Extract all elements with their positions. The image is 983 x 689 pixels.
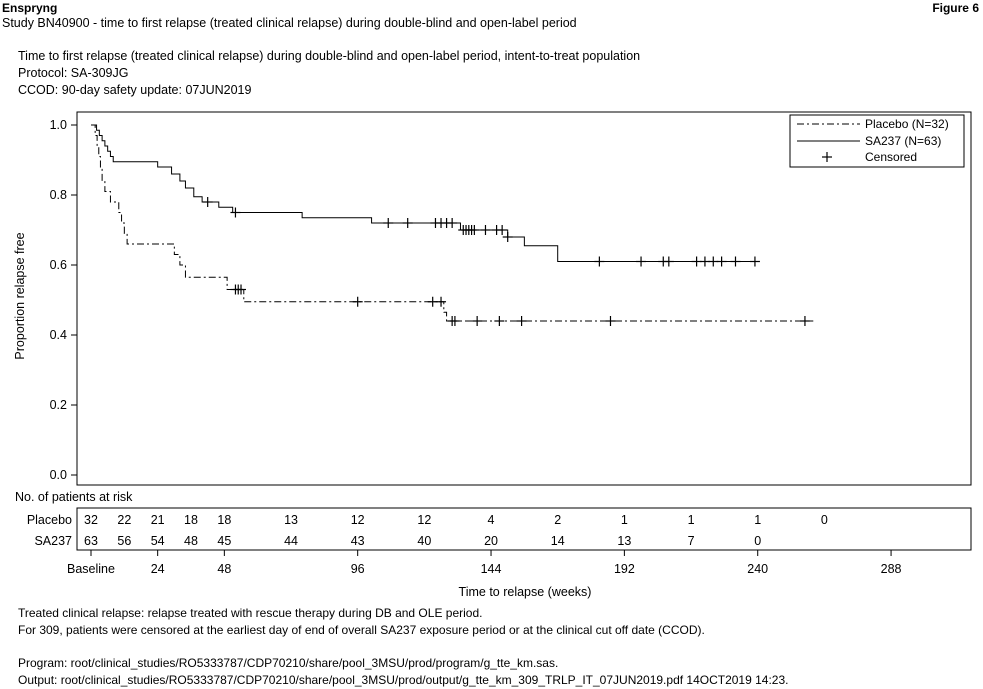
plot-frame — [76, 111, 972, 486]
censor-mark — [236, 284, 247, 295]
risk-count: 18 — [217, 513, 231, 527]
legend-placebo-label: Placebo (N=32) — [865, 117, 949, 131]
risk-count: 54 — [151, 534, 165, 548]
censor-mark — [605, 316, 616, 326]
output-path: Output: root/clinical_studies/RO5333787/… — [18, 673, 789, 687]
risk-count: 1 — [688, 513, 695, 527]
x-tick-label: 96 — [351, 562, 365, 576]
x-tick-label: 288 — [881, 562, 902, 576]
y-tick-label: 0.2 — [50, 398, 67, 412]
y-tick-label: 0.4 — [50, 328, 67, 342]
risk-count: 0 — [754, 534, 761, 548]
risk-count: 48 — [184, 534, 198, 548]
censor-mark — [427, 296, 438, 307]
legend: Placebo (N=32) SA237 (N=63) Censored — [789, 114, 965, 168]
figure-label: Figure 6 — [932, 1, 979, 15]
risk-row-label: SA237 — [34, 534, 72, 548]
x-tick-label: 144 — [481, 562, 502, 576]
censor-mark — [699, 256, 710, 267]
censor-mark — [230, 207, 241, 218]
censor-mark — [691, 256, 702, 267]
risk-table-frame — [76, 507, 972, 551]
product-name: Enspryng — [2, 1, 58, 15]
censor-mark — [469, 225, 480, 235]
censor-mark — [663, 256, 674, 267]
x-axis: Baseline 24 48 96 144 192 240 288 — [67, 550, 902, 576]
censor-layer — [202, 197, 810, 326]
y-tick-label: 0.8 — [50, 188, 67, 202]
censor-mark — [449, 316, 460, 326]
risk-count: 56 — [117, 534, 131, 548]
risk-count: 13 — [284, 513, 298, 527]
censor-mark — [636, 256, 647, 267]
censor-mark — [497, 225, 508, 235]
censor-mark — [480, 225, 491, 235]
y-axis-label: Proportion relapse free — [13, 232, 27, 359]
censor-mark — [502, 232, 513, 242]
series-layer — [91, 124, 814, 322]
risk-count: 21 — [151, 513, 165, 527]
y-tick-label: 0.0 — [50, 468, 67, 482]
censor-mark — [402, 218, 413, 228]
risk-count: 2 — [554, 513, 561, 527]
censor-mark — [352, 296, 363, 307]
risk-count: 4 — [488, 513, 495, 527]
x-tick-label: 240 — [747, 562, 768, 576]
risk-count: 63 — [84, 534, 98, 548]
y-tick-label: 1.0 — [50, 118, 67, 132]
legend-censored-label: Censored — [865, 150, 917, 164]
risk-count: 22 — [117, 513, 131, 527]
x-tick-label: 24 — [151, 562, 165, 576]
risk-count: 12 — [417, 513, 431, 527]
risk-count: 44 — [284, 534, 298, 548]
censor-mark — [716, 256, 727, 267]
risk-count: 0 — [821, 513, 828, 527]
risk-count: 1 — [621, 513, 628, 527]
subtitle-line-1: Time to first relapse (treated clinical … — [18, 49, 641, 63]
km-chart: 0.00.20.40.60.81.0 Baseline 24 48 96 144 192 2… — [13, 111, 972, 599]
y-tick-label: 0.6 — [50, 258, 67, 272]
censor-mark — [749, 256, 760, 267]
risk-count: 32 — [84, 513, 98, 527]
program-path: Program: root/clinical_studies/RO5333787… — [18, 656, 559, 670]
risk-count: 40 — [417, 534, 431, 548]
x-tick-label: 48 — [217, 562, 231, 576]
risk-count: 12 — [351, 513, 365, 527]
risk-count: 45 — [217, 534, 231, 548]
risk-count: 7 — [688, 534, 695, 548]
legend-sa237-label: SA237 (N=63) — [865, 134, 941, 148]
subtitle-protocol: Protocol: SA-309JG — [18, 66, 129, 80]
subtitle-ccod: CCOD: 90-day safety update: 07JUN2019 — [18, 83, 252, 97]
censor-mark — [202, 197, 213, 207]
risk-row-label: Placebo — [27, 513, 72, 527]
censor-mark — [436, 296, 447, 307]
study-line: Study BN40900 - time to first relapse (t… — [2, 16, 577, 30]
footnote-2: For 309, patients were censored at the e… — [18, 623, 705, 637]
series-line-sa237 — [91, 124, 758, 262]
censor-mark — [516, 316, 527, 326]
x-tick-label: Baseline — [67, 562, 115, 576]
censor-mark — [494, 316, 505, 326]
y-axis: 0.0 0.2 0.4 0.6 0.8 1.0 — [50, 118, 77, 482]
censor-mark — [594, 256, 605, 267]
risk-count: 18 — [184, 513, 198, 527]
censor-mark — [383, 218, 394, 228]
risk-count: 14 — [551, 534, 565, 548]
legend-censored-marker — [822, 152, 832, 162]
censor-mark — [472, 316, 483, 326]
risk-table-title: No. of patients at risk — [15, 490, 133, 504]
risk-count: 13 — [617, 534, 631, 548]
risk-count: 20 — [484, 534, 498, 548]
censor-mark — [708, 256, 719, 267]
censor-mark — [447, 218, 458, 228]
censor-mark — [799, 316, 810, 326]
footnote-1: Treated clinical relapse: relapse treate… — [18, 606, 483, 620]
risk-count: 1 — [754, 513, 761, 527]
x-tick-label: 192 — [614, 562, 635, 576]
risk-count: 43 — [351, 534, 365, 548]
censor-mark — [730, 256, 741, 267]
x-axis-label: Time to relapse (weeks) — [459, 585, 592, 599]
